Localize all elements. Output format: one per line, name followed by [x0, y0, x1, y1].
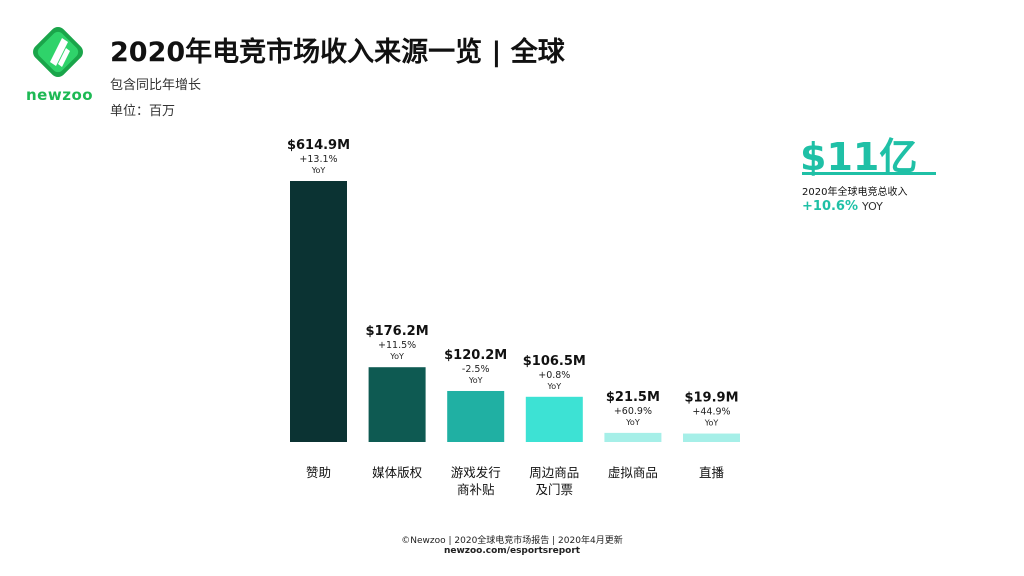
bar: [683, 433, 740, 442]
footer-url: newzoo.com/esportsreport: [443, 546, 581, 556]
bar: [368, 367, 426, 442]
category-label: 及门票: [536, 482, 574, 497]
bar-yoy-label: YoY: [389, 352, 404, 361]
bar-yoy-label: YoY: [625, 418, 640, 427]
category-label: 媒体版权: [372, 465, 423, 480]
kpi-growth: +10.6%: [802, 199, 858, 214]
page-title: 2020年电竞市场收入来源一览 | 全球: [110, 37, 565, 68]
bar-value-label: $21.5M: [606, 390, 660, 405]
bar: [290, 181, 347, 442]
category-label: 周边商品: [529, 465, 579, 480]
bar-value-label: $19.9M: [684, 391, 738, 406]
bar-yoy-label: YoY: [311, 166, 326, 175]
bar-value-label: $106.5M: [523, 354, 586, 369]
bar: [447, 390, 505, 442]
kpi-growth-suffix: YOY: [862, 200, 883, 213]
category-label: 赞助: [306, 465, 331, 480]
bar: [525, 396, 583, 442]
bar-value-label: $614.9M: [287, 138, 350, 153]
bar-yoy-label: YoY: [546, 382, 561, 391]
newzoo-logo-icon: [33, 27, 83, 77]
category-label: 直播: [699, 465, 725, 480]
category-label: 游戏发行: [451, 465, 501, 480]
footer-copyright: ©Newzoo | 2020全球电竞市场报告 | 2020年4月更新: [401, 536, 623, 546]
bar-growth-label: +60.9%: [614, 406, 652, 417]
bar-growth-label: +13.1%: [299, 154, 337, 165]
bar-value-label: $176.2M: [366, 324, 429, 339]
unit-label: 单位：百万: [110, 104, 176, 119]
bar-growth-label: -2.5%: [462, 364, 490, 375]
bar-growth-label: +11.5%: [378, 340, 416, 351]
bar-value-label: $120.2M: [444, 348, 507, 363]
kpi-label: 2020年全球电竞总收入: [802, 187, 908, 198]
bar-yoy-label: YoY: [468, 376, 483, 385]
brand-logo-text: newzoo: [26, 86, 94, 104]
category-label: 商补贴: [457, 482, 495, 497]
bar-yoy-label: YoY: [704, 419, 719, 428]
kpi-growth-row: +10.6% YOY: [802, 199, 883, 214]
bar-growth-label: +0.8%: [538, 370, 570, 381]
kpi-underline: [802, 172, 936, 175]
bar-growth-label: +44.9%: [692, 407, 730, 418]
bar: [604, 432, 662, 442]
page-subtitle: 包含同比年增长: [110, 78, 202, 93]
kpi-total-value: $11亿: [800, 135, 918, 179]
category-label: 虚拟商品: [608, 465, 658, 480]
